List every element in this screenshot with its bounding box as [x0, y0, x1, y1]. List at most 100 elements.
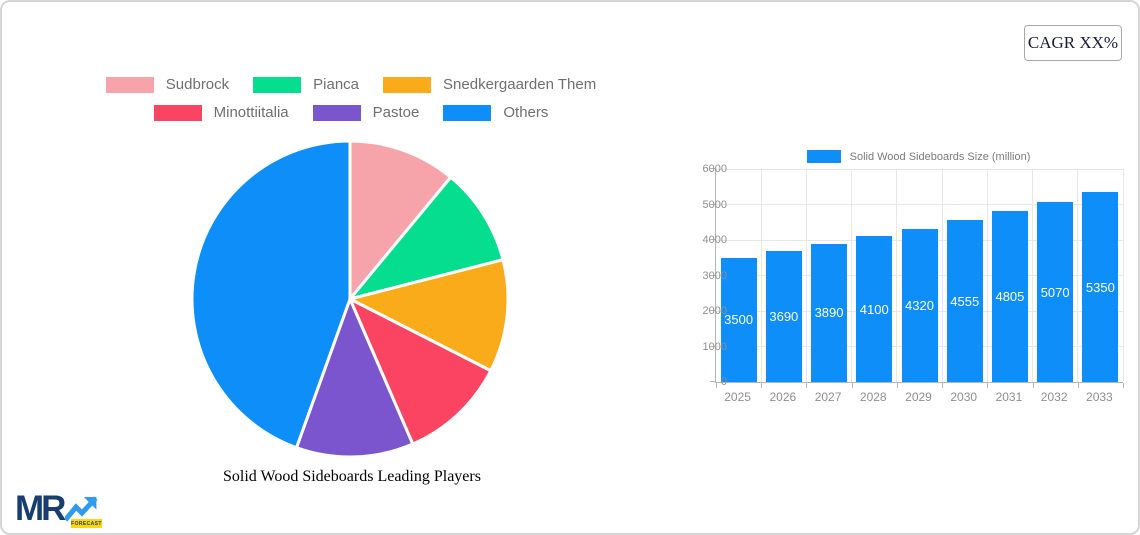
- legend-label: Minottiitalia: [213, 104, 289, 121]
- bar-value-label: 4100: [859, 301, 889, 317]
- x-tick: [1077, 383, 1079, 388]
- x-tick: [851, 383, 853, 388]
- bar-2025[interactable]: 3500: [720, 257, 757, 382]
- pie-legend: Sudbrock Pianca Snedkergaarden Them Minotti…: [62, 76, 640, 132]
- pie-chart: [190, 139, 510, 459]
- mr-forecast-logo: MR FORECAST: [15, 490, 105, 532]
- bar-2029[interactable]: 4320: [901, 228, 938, 382]
- legend-label: Pianca: [313, 76, 360, 93]
- legend-swatch-sudbrock: [105, 76, 154, 93]
- legend-item-sudbrock[interactable]: Sudbrock: [105, 76, 230, 93]
- v-gridline: [1077, 169, 1079, 382]
- bar-2030[interactable]: 4555: [946, 220, 983, 382]
- logo-forecast-band: FORECAST: [71, 519, 102, 528]
- pie-slice-pastoe[interactable]: [294, 297, 415, 459]
- bar-legend-label: Solid Wood Sideboards Size (million): [849, 150, 1031, 163]
- logo-forecast-text: FORECAST: [71, 520, 102, 527]
- legend-item-pianca[interactable]: Pianca: [253, 76, 359, 93]
- bar-2028[interactable]: 4100: [856, 236, 893, 382]
- bar-value-label: 3500: [724, 312, 754, 328]
- x-axis-label: 2025: [724, 390, 751, 404]
- legend-swatch-pianca: [253, 76, 302, 93]
- bar-chart: Solid Wood Sideboards Size (million) 350…: [635, 142, 1138, 412]
- x-tick: [806, 383, 808, 388]
- y-tick: [710, 239, 715, 240]
- x-axis-label: 2029: [905, 390, 932, 404]
- legend-item-pastoe[interactable]: Pastoe: [312, 104, 420, 121]
- bar-value-label: 4320: [905, 297, 934, 313]
- legend-swatch-snedkergaarden-them: [383, 76, 432, 93]
- v-gridline: [896, 169, 898, 382]
- y-axis-label: 2000: [702, 305, 727, 317]
- y-axis-label: 4000: [702, 234, 727, 246]
- cagr-button[interactable]: CAGR XX%: [1024, 25, 1122, 61]
- x-axis-label: 2030: [950, 390, 978, 404]
- y-axis-label: 5000: [702, 198, 727, 211]
- bar-value-label: 3690: [769, 309, 799, 324]
- legend-label: Snedkergaarden Them: [443, 76, 597, 93]
- bar-2033[interactable]: 5350: [1082, 192, 1119, 382]
- bar-value-label: 4555: [950, 293, 980, 309]
- bar-legend-item[interactable]: Solid Wood Sideboards Size (million): [715, 150, 1122, 163]
- bar-2031[interactable]: 4805: [991, 211, 1028, 382]
- x-tick: [1123, 383, 1124, 388]
- pie-slice-minottiitalia[interactable]: [348, 297, 493, 446]
- pie-slice-snedkergaarden-them[interactable]: [348, 258, 510, 373]
- legend-row: Minottiitalia Pastoe Others: [62, 104, 640, 121]
- x-tick: [942, 383, 944, 388]
- legend-label: Others: [503, 104, 549, 121]
- x-axis-label: 2033: [1086, 390, 1113, 404]
- y-tick: [710, 274, 715, 276]
- legend-row: Sudbrock Pianca Snedkergaarden Them: [62, 76, 640, 93]
- legend-swatch-minottiitalia: [153, 104, 202, 121]
- v-gridline: [805, 169, 807, 382]
- pie-chart-title: Solid Wood Sideboards Leading Players: [223, 468, 481, 485]
- y-tick: [710, 168, 715, 169]
- bar-2027[interactable]: 3890: [811, 243, 848, 382]
- bar-plot-area: 3500 3690 3890 4100 4320 4555 4805 5070 5350: [710, 168, 1124, 388]
- bar-value-label: 5350: [1085, 279, 1115, 295]
- x-tick: [716, 383, 717, 388]
- x-tick: [987, 383, 989, 388]
- x-axis-label: 2032: [1040, 390, 1068, 404]
- logo-mr-text: MR: [15, 489, 66, 528]
- v-gridline: [986, 169, 988, 382]
- legend-label: Sudbrock: [165, 76, 230, 93]
- y-axis-label: 1000: [702, 340, 727, 353]
- y-axis-label: 6000: [702, 163, 727, 175]
- y-axis-label: 0: [720, 376, 727, 388]
- bar-value-label: 3890: [814, 305, 844, 321]
- bar-legend-swatch: [806, 150, 841, 163]
- y-tick: [710, 310, 715, 311]
- legend-swatch-pastoe: [312, 104, 361, 121]
- pie-slice-sudbrock[interactable]: [348, 139, 453, 301]
- bar-value-label: 5070: [1040, 284, 1070, 300]
- v-gridline: [1122, 169, 1124, 382]
- x-axis-label: 2031: [995, 390, 1023, 404]
- x-tick: [1032, 383, 1034, 388]
- bar-2026[interactable]: 3690: [765, 251, 802, 382]
- x-axis-label: 2026: [769, 390, 797, 404]
- legend-swatch-others: [443, 104, 492, 121]
- x-axis-label: 2028: [859, 390, 887, 404]
- legend-item-others[interactable]: Others: [443, 104, 548, 121]
- v-gridline: [941, 169, 943, 382]
- h-gridline: [716, 204, 1123, 205]
- v-gridline: [1032, 169, 1034, 382]
- v-gridline: [851, 169, 853, 382]
- v-gridline: [760, 169, 762, 382]
- bar-2032[interactable]: 5070: [1037, 202, 1074, 382]
- x-tick: [761, 383, 763, 388]
- x-tick: [896, 383, 898, 388]
- legend-item-snedkergaarden-them[interactable]: Snedkergaarden Them: [383, 76, 596, 93]
- bar-value-label: 4805: [995, 289, 1025, 305]
- y-tick: [710, 203, 715, 205]
- y-axis-label: 3000: [702, 269, 727, 282]
- legend-label: Pastoe: [372, 104, 420, 121]
- trend-arrow-icon: [65, 496, 98, 522]
- y-tick: [710, 345, 715, 347]
- pie-slice-others[interactable]: [190, 139, 352, 450]
- h-gridline: [716, 168, 1123, 170]
- legend-item-minottiitalia[interactable]: Minottiitalia: [153, 104, 289, 121]
